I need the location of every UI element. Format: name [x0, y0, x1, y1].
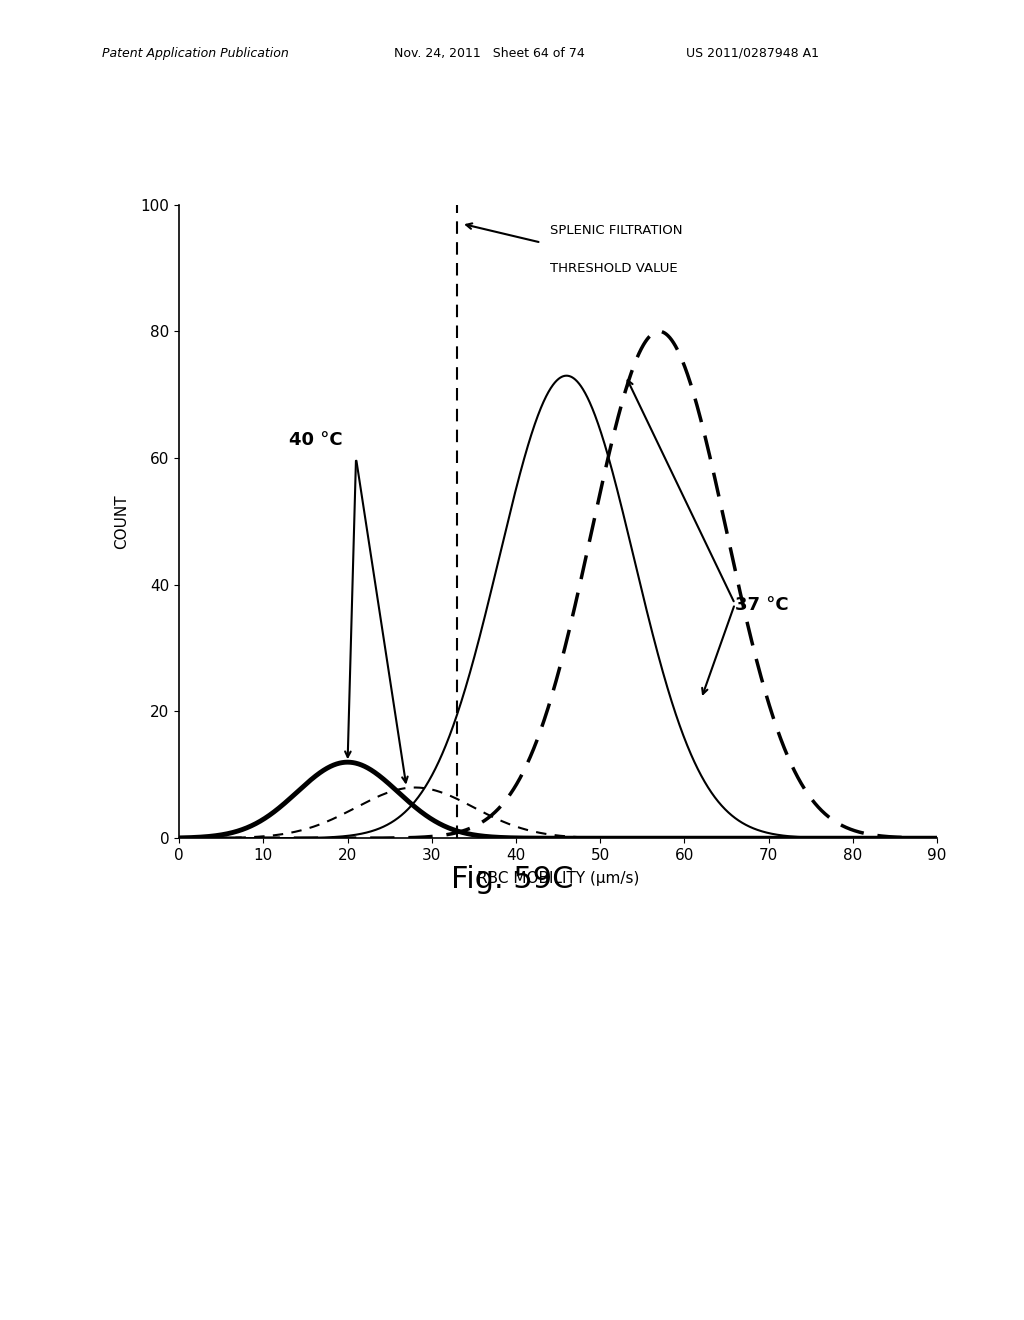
Text: THRESHOLD VALUE: THRESHOLD VALUE: [550, 261, 677, 275]
Text: SPLENIC FILTRATION: SPLENIC FILTRATION: [550, 223, 682, 236]
Text: 37 °C: 37 °C: [735, 597, 788, 614]
X-axis label: RBC MOBILITY (μm/s): RBC MOBILITY (μm/s): [477, 871, 639, 886]
Text: Nov. 24, 2011   Sheet 64 of 74: Nov. 24, 2011 Sheet 64 of 74: [394, 46, 585, 59]
Text: 40 °C: 40 °C: [289, 432, 342, 449]
Text: US 2011/0287948 A1: US 2011/0287948 A1: [686, 46, 819, 59]
Y-axis label: COUNT: COUNT: [115, 494, 129, 549]
Text: Fig. 59C: Fig. 59C: [451, 865, 573, 894]
Text: Patent Application Publication: Patent Application Publication: [102, 46, 289, 59]
